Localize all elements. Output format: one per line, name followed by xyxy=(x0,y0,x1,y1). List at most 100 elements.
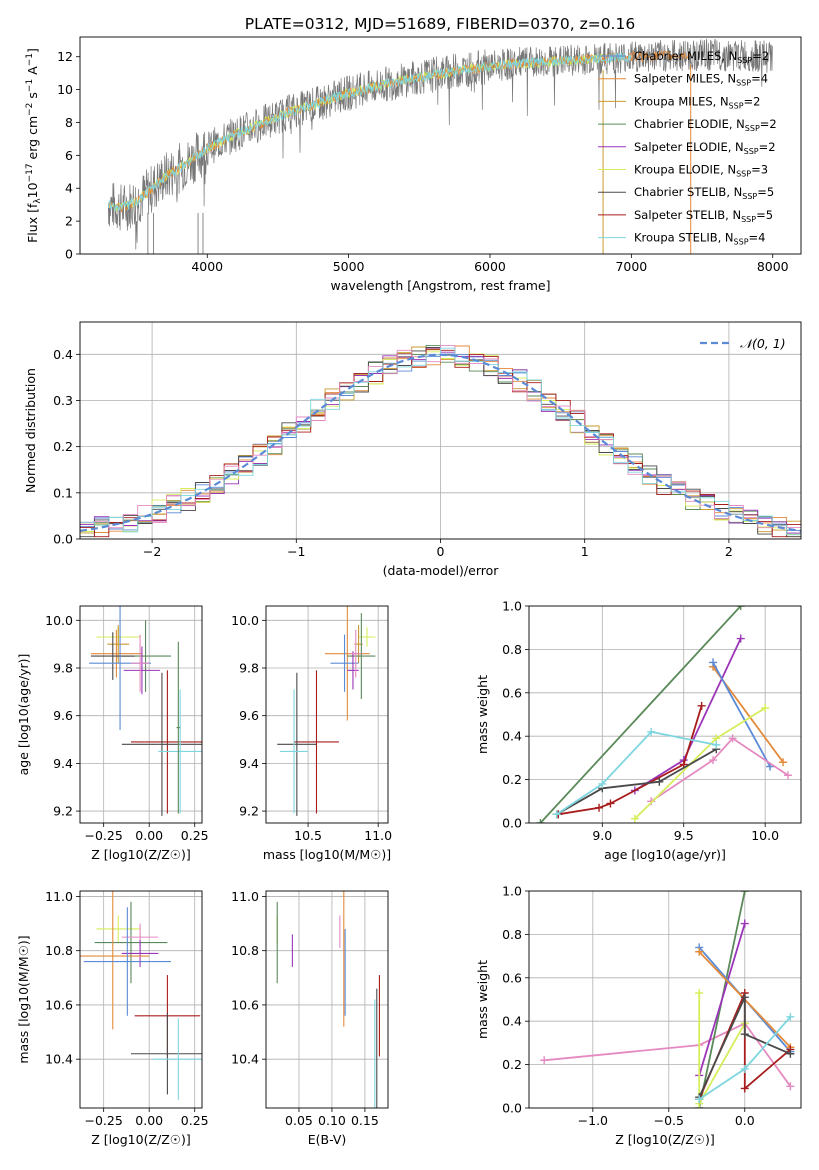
x-tick-label: 11.0 xyxy=(364,828,392,843)
weight-marker xyxy=(695,1095,704,1104)
x-axis-label: Z [log10(Z/Z☉)] xyxy=(91,847,191,862)
weight-marker xyxy=(740,993,749,1002)
x-tick-label: 0.05 xyxy=(285,1113,313,1128)
x-tick-label: 0.25 xyxy=(181,828,209,843)
y-tick-label: 0.2 xyxy=(53,439,73,454)
weight-marker xyxy=(740,891,749,895)
figure-title: PLATE=0312, MJD=51689, FIBERID=0370, z=0… xyxy=(245,15,635,33)
weight-marker xyxy=(786,1082,795,1091)
x-tick-label: 9.0 xyxy=(592,828,612,843)
y-tick-label: 10.0 xyxy=(231,613,259,628)
plot-area xyxy=(266,891,388,1108)
axes-frame xyxy=(528,605,802,824)
legend-entry: 𝒩(0, 1) xyxy=(740,336,786,351)
weight-line xyxy=(539,606,742,823)
y-tick-label: 12 xyxy=(57,49,73,64)
legend-entry: Kroupa MILES, NSSP=2 xyxy=(634,94,760,110)
weight-line xyxy=(556,748,717,816)
weight-marker xyxy=(761,703,770,712)
weight-marker xyxy=(552,810,561,819)
y-tick-label: 10.8 xyxy=(45,943,73,958)
x-tick-label: 1 xyxy=(581,544,589,559)
x-axis-label: age [log10(age/yr)] xyxy=(604,847,726,862)
plot-area xyxy=(266,606,388,823)
y-tick-label: 11.0 xyxy=(231,889,259,904)
y-tick-label: 8 xyxy=(65,115,73,130)
axes-residuals: −2 −1 0 1 2 0.0 0.1 0.2 0.3 0.4 𝒩(0, 1) (data-model… xyxy=(23,321,802,578)
y-axis-label: age [log10(age/yr)] xyxy=(16,654,31,776)
weight-line xyxy=(650,737,789,803)
axes-spectrum: 4000 5000 6000 7000 8000 0 2 4 6 8 10 12 Chabrier MI… xyxy=(25,36,802,293)
x-tick-label: −0.25 xyxy=(85,1113,123,1128)
y-tick-label: 0.0 xyxy=(53,532,73,547)
weight-marker xyxy=(736,606,745,610)
x-tick-label: 5000 xyxy=(333,259,365,274)
x-tick-label: 4000 xyxy=(191,259,223,274)
x-tick-label: 0.00 xyxy=(135,828,163,843)
x-tick-label: 0.10 xyxy=(318,1113,346,1128)
x-tick-label: 10.5 xyxy=(294,828,322,843)
y-tick-label: 10.4 xyxy=(45,1052,73,1067)
x-tick-label: −1.0 xyxy=(578,1113,608,1128)
axes-frame xyxy=(79,890,203,1109)
weight-marker xyxy=(740,1084,749,1093)
y-tick-label: 1.0 xyxy=(502,884,522,899)
y-tick-label: 6 xyxy=(65,148,73,163)
weight-marker xyxy=(786,1049,795,1058)
y-tick-label: 9.6 xyxy=(53,708,73,723)
y-tick-label: 0.0 xyxy=(502,816,522,831)
legend-entry: Salpeter MILES, NSSP=4 xyxy=(634,72,768,88)
weight-line xyxy=(556,730,717,816)
axes-weight-vs-z: −1.0 −0.5 0.0 0.0 0.2 0.4 0.6 0.8 1.0 Z [log10(Z/… xyxy=(475,884,802,1147)
weight-marker xyxy=(709,658,718,667)
weight-marker xyxy=(783,771,792,780)
y-tick-label: 9.4 xyxy=(53,756,73,771)
y-tick-label: 10.6 xyxy=(231,997,259,1012)
x-tick-label: 0.00 xyxy=(135,1113,163,1128)
y-tick-label: 9.2 xyxy=(53,804,73,819)
y-tick-label: 4 xyxy=(65,181,73,196)
gaussian-curve xyxy=(80,353,801,532)
spectrum-model-line xyxy=(108,53,604,212)
y-tick-label: 10.8 xyxy=(231,943,259,958)
weight-line xyxy=(712,661,771,768)
weight-marker xyxy=(736,634,745,643)
axes-age-vs-z: −0.25 0.00 0.25 9.2 9.4 9.6 9.8 10.0 Z [log10(Z/… xyxy=(16,605,209,862)
legend-entry: Chabrier STELIB, NSSP=5 xyxy=(634,185,774,201)
weight-marker xyxy=(695,947,704,956)
axes-frame xyxy=(265,890,389,1109)
legend-entry: Kroupa ELODIE, NSSP=3 xyxy=(634,163,768,179)
weight-marker xyxy=(647,797,656,806)
weight-line xyxy=(698,923,746,1076)
legend-entry: Salpeter STELIB, NSSP=5 xyxy=(634,208,773,224)
y-tick-label: 0.6 xyxy=(502,970,522,985)
weight-line xyxy=(544,1022,792,1087)
plot-area xyxy=(529,606,801,823)
axes-frame xyxy=(79,321,802,540)
y-tick-label: 10.0 xyxy=(45,613,73,628)
x-tick-label: 0.15 xyxy=(351,1113,379,1128)
y-axis-label: Flux [fλ10−17 erg cm−2 s−1 A−1] xyxy=(25,48,43,243)
weight-marker xyxy=(630,814,639,823)
weight-marker xyxy=(740,919,749,928)
plot-area xyxy=(80,891,202,1108)
y-tick-label: 10.6 xyxy=(45,997,73,1012)
y-tick-label: 9.8 xyxy=(239,661,259,676)
weight-marker xyxy=(695,988,704,997)
x-tick-label: −0.25 xyxy=(85,828,123,843)
x-tick-label: 0.25 xyxy=(181,1113,209,1128)
x-tick-label: 9.5 xyxy=(674,828,694,843)
axes-weight-vs-age: 9.0 9.5 10.0 0.0 0.2 0.4 0.6 0.8 1.0 age [log10(a… xyxy=(475,599,802,862)
axes-frame xyxy=(79,36,802,255)
weight-marker xyxy=(697,701,706,710)
x-tick-label: −0.5 xyxy=(654,1113,684,1128)
plot-area xyxy=(80,322,801,539)
y-axis-label: mass [log10(M/M☉)] xyxy=(16,935,31,1063)
plot-area xyxy=(529,891,801,1108)
y-tick-label: 0.4 xyxy=(502,729,522,744)
y-tick-label: 2 xyxy=(65,214,73,229)
plot-area xyxy=(80,606,202,823)
legend-entry: Chabrier ELODIE, NSSP=2 xyxy=(634,117,777,133)
weight-marker xyxy=(740,1030,749,1039)
